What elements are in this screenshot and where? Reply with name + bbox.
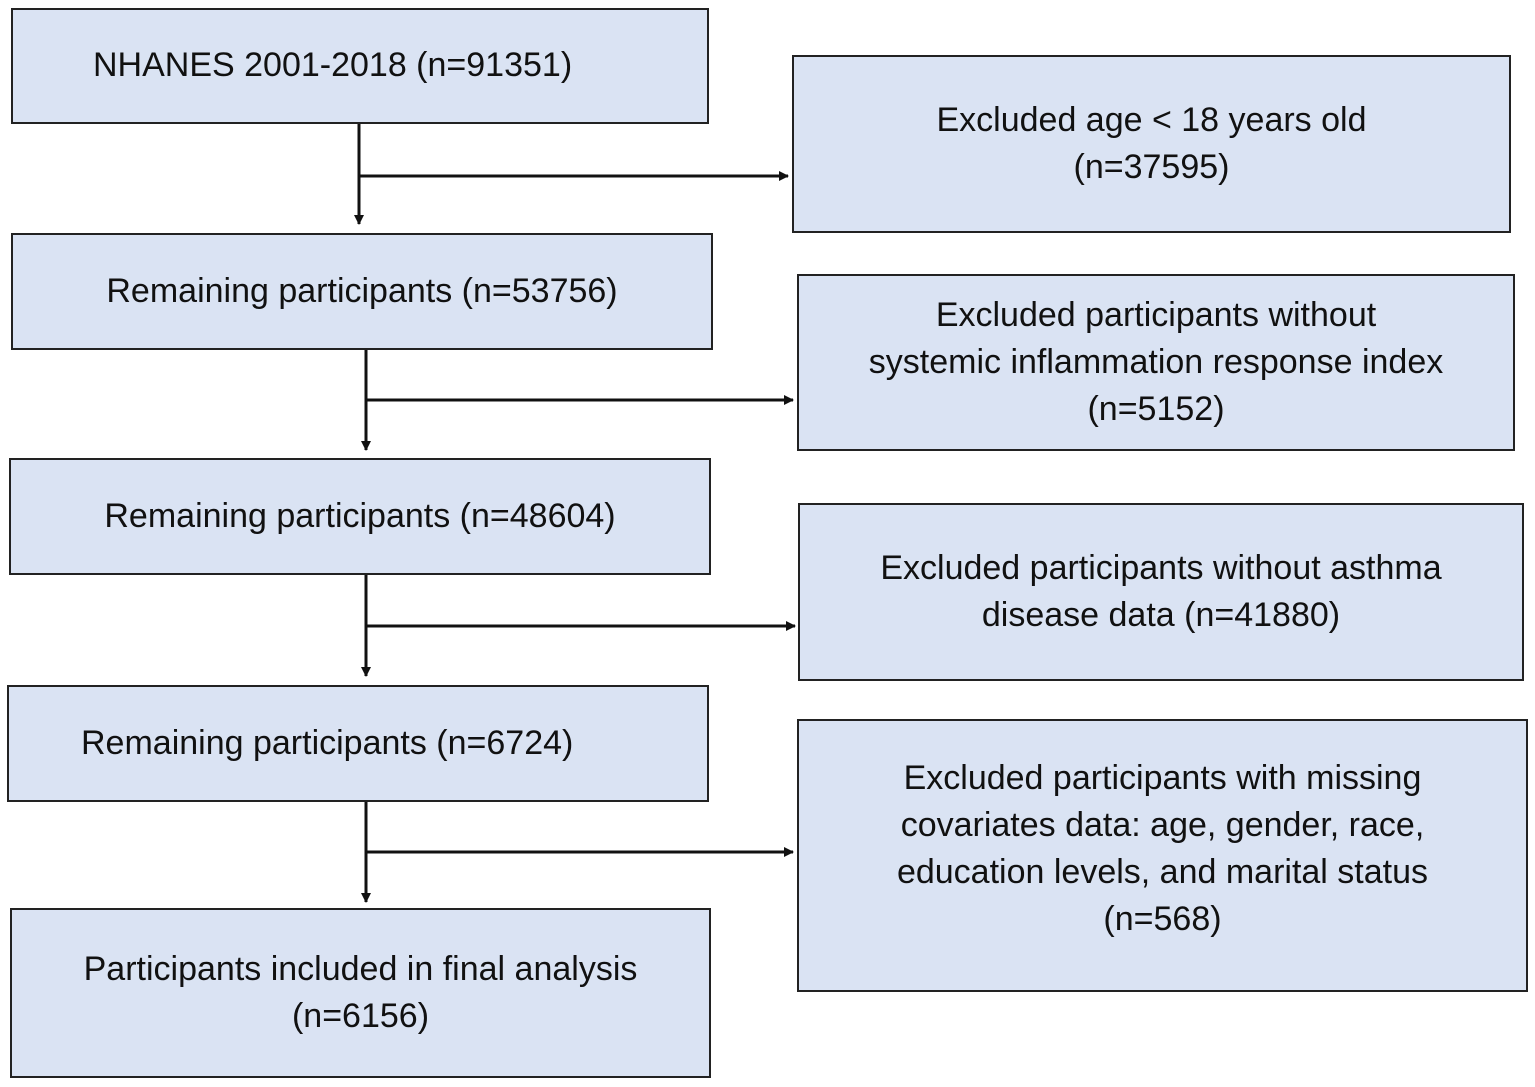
text-line: disease data (n=41880) [981, 596, 1341, 634]
flow-step-text: Remaining participants (n=53756) [106, 268, 617, 315]
text-line: Remaining participants (n=53756) [106, 272, 618, 310]
text-line: (n=568) [1103, 900, 1222, 938]
exclusion-text: Excluded participants without systemic i… [869, 292, 1443, 433]
text-line: (n=6156) [291, 997, 430, 1035]
text-line: Excluded participants with missing [903, 759, 1422, 797]
flow-step-text: Remaining participants (n=48604) [104, 493, 615, 540]
exclusion-box: Excluded age < 18 years old (n=37595) [792, 55, 1511, 233]
text-line: Excluded participants without [935, 296, 1377, 334]
flow-step-text: Remaining participants (n=6724) [81, 720, 573, 767]
exclusion-box: Excluded participants with missing covar… [797, 719, 1528, 992]
flow-step-text: Participants included in final analysis … [84, 946, 638, 1040]
text-line: Remaining participants (n=6724) [81, 724, 574, 762]
flow-step-box: NHANES 2001-2018 (n=91351) [11, 8, 709, 124]
text-line: NHANES 2001-2018 (n=91351) [93, 46, 573, 84]
text-line: Excluded age < 18 years old [936, 101, 1367, 139]
flow-step-box: Remaining participants (n=53756) [11, 233, 713, 350]
text-line: systemic inflammation response index [868, 343, 1444, 381]
text-line: covariates data: age, gender, race, [900, 806, 1425, 844]
flow-step-text: NHANES 2001-2018 (n=91351) [93, 42, 572, 89]
text-line: (n=5152) [1087, 390, 1225, 428]
text-line: education levels, and marital status [896, 853, 1429, 891]
exclusion-box: Excluded participants without systemic i… [797, 274, 1515, 451]
exclusion-text: Excluded participants with missing covar… [897, 755, 1428, 943]
exclusion-box: Excluded participants without asthma dis… [798, 503, 1524, 681]
text-line: Participants included in final analysis [83, 950, 638, 988]
text-line: Remaining participants (n=48604) [104, 497, 616, 535]
text-line: Excluded participants without asthma [880, 549, 1442, 587]
exclusion-text: Excluded age < 18 years old (n=37595) [936, 97, 1366, 191]
text-line: (n=37595) [1073, 148, 1230, 186]
final-analysis-box: Participants included in final analysis … [10, 908, 711, 1078]
exclusion-text: Excluded participants without asthma dis… [880, 545, 1441, 639]
flow-step-box: Remaining participants (n=48604) [9, 458, 711, 575]
flow-step-box: Remaining participants (n=6724) [7, 685, 709, 802]
